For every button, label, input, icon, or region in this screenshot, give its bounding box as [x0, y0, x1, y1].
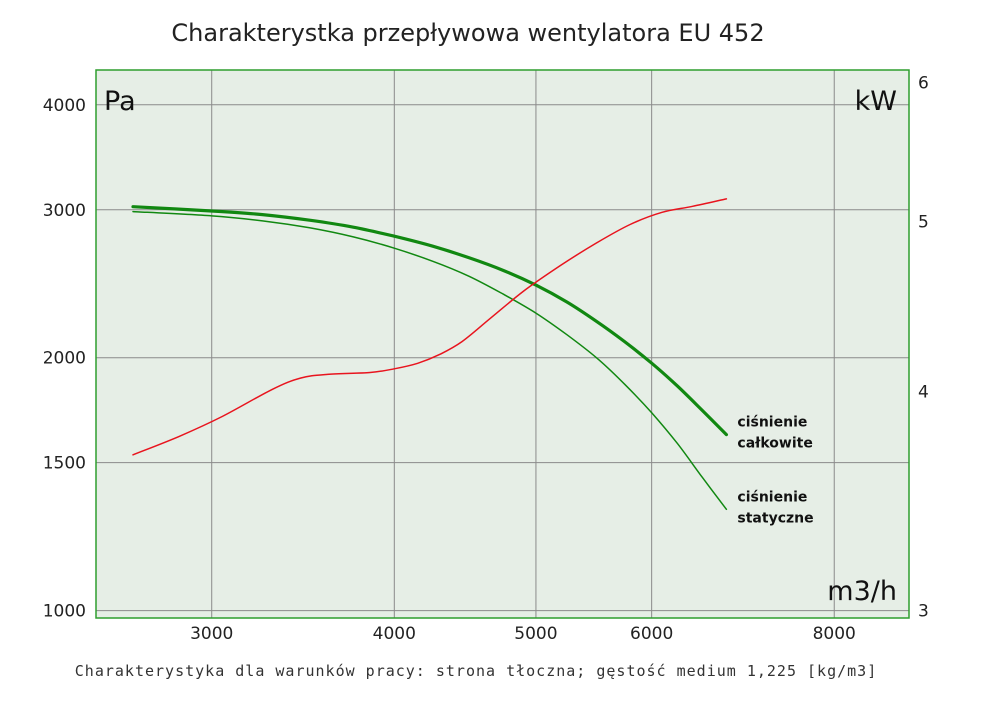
y-right-unit-label: kW: [855, 86, 897, 117]
x-unit-label: m3/h: [827, 576, 897, 607]
y-right-tick-label-3: 3: [918, 601, 929, 621]
y-left-unit-label: Pa: [104, 86, 136, 117]
x-tick-label-8000: 8000: [813, 624, 856, 644]
chart-title: Charakterystka przepływowa wentylatora E…: [171, 19, 764, 47]
x-tick-label-4000: 4000: [373, 624, 416, 644]
y-left-tick-label-1500: 1500: [43, 454, 86, 474]
plot-area: [96, 70, 909, 618]
series-label-ciśnienie-statyczne-line2: statyczne: [737, 510, 813, 526]
x-tick-label-6000: 6000: [630, 624, 673, 644]
y-left-tick-label-4000: 4000: [43, 96, 86, 116]
y-right-tick-label-5: 5: [918, 212, 929, 232]
series-label-ciśnienie-całkowite-line2: całkowite: [737, 436, 812, 452]
series-lines: [131, 198, 728, 511]
y-left-tick-label-1000: 1000: [43, 602, 86, 622]
series-label-ciśnienie-całkowite-line1: ciśnienie: [737, 415, 807, 431]
y-left-tick-label-2000: 2000: [43, 349, 86, 369]
x-tick-label-3000: 3000: [190, 624, 233, 644]
x-tick-label-5000: 5000: [514, 624, 557, 644]
y-right-tick-label-4: 4: [918, 382, 929, 402]
footnote: Charakterystyka dla warunków pracy: stro…: [75, 662, 877, 680]
y-left-tick-label-3000: 3000: [43, 201, 86, 221]
tick-labels: 3000 4000 5000 6000 8000 1000 1500 2000 3000 4000…: [43, 74, 929, 644]
plot-frame: [95, 69, 910, 619]
series-line-ciśnienie-całkowite: [131, 205, 728, 437]
series-line-ciśnienie-statyczne: [132, 210, 728, 511]
series-label-ciśnienie-statyczne-line1: ciśnienie: [737, 489, 807, 505]
series-labels: ciśnienie całkowite ciśnienie statyczne: [737, 415, 813, 527]
series-line-moc: [132, 198, 728, 456]
y-right-tick-label-6: 6: [918, 74, 929, 94]
gridlines: [96, 70, 909, 618]
